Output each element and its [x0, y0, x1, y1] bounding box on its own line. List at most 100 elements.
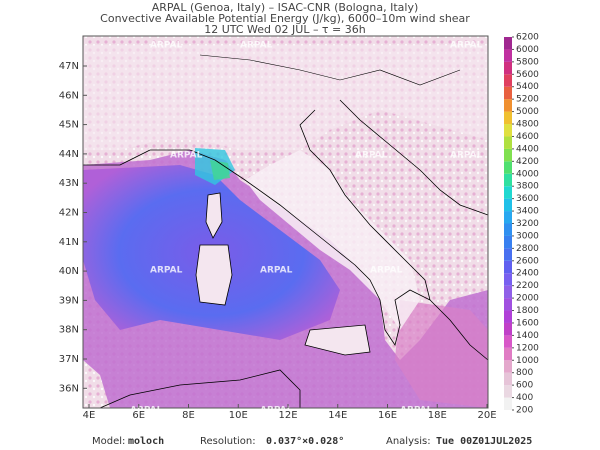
watermarks: ARPAL ARPAL ARPAL ARPAL ARPAL ARPAL ARPAL ARPAL… [130, 41, 483, 416]
watermark: ARPAL [240, 41, 273, 51]
footer-label: Model: [92, 436, 125, 447]
lon-label: 16E [378, 410, 397, 421]
colorbar-label: 3000 [516, 231, 539, 241]
lat-label: 43N [59, 178, 79, 189]
colorbar-cell [504, 148, 512, 162]
colorbar-cell [504, 186, 512, 199]
colorbar-cell [504, 298, 512, 311]
colorbar-label: 4400 [516, 144, 539, 154]
lat-label: 37N [59, 354, 79, 365]
colorbar-label: 6000 [516, 45, 539, 55]
lat-label: 47N [59, 61, 79, 72]
colorbar-cell [504, 235, 512, 249]
border [199, 54, 461, 86]
colorbar-cell [504, 285, 512, 299]
land-field [245, 150, 420, 330]
colorbar-label: 3200 [516, 219, 539, 229]
colorbar-cell [504, 372, 512, 386]
lon-label: 4E [83, 410, 96, 421]
colorbar-cell [504, 198, 512, 212]
colorbar-cell [504, 397, 512, 410]
colorbar-cell [504, 385, 512, 398]
colorbar: 200 400 600 800 1000 1200 1400 1600 1800 2000 2200… [504, 33, 539, 416]
watermark: ARPAL [260, 266, 293, 276]
watermark: ARPAL [130, 406, 163, 416]
colorbar-cell [504, 310, 512, 323]
colorbar-cell [504, 111, 512, 125]
watermark: ARPAL [355, 151, 388, 161]
colorbar-label: 1600 [516, 318, 539, 328]
lat-label: 42N [59, 208, 79, 219]
colorbar-cell [504, 136, 512, 149]
lon-label: 20E [477, 410, 496, 421]
colorbar-label: 1400 [516, 331, 539, 341]
colorbar-cell [504, 322, 512, 336]
colorbar-cell [504, 273, 512, 286]
colorbar-label: 2200 [516, 281, 539, 291]
colorbar-label: 5800 [516, 57, 539, 67]
footer-value: Tue 00Z01JUL2025 [436, 436, 532, 447]
colorbar-label: 2000 [516, 294, 539, 304]
colorbar-label: 2800 [516, 244, 539, 254]
watermark: ARPAL [260, 406, 293, 416]
colorbar-cell [504, 99, 512, 112]
colorbar-label: 4200 [516, 157, 539, 167]
watermark: ARPAL [370, 266, 403, 276]
lat-label: 38N [59, 325, 79, 336]
watermark: ARPAL [450, 151, 483, 161]
watermark: ARPAL [150, 41, 183, 51]
footer-value: 0.037°×0.028° [266, 436, 344, 447]
island [304, 324, 371, 356]
coastline [99, 369, 301, 409]
lat-label: 45N [59, 120, 79, 131]
lon-label: 8E [182, 410, 195, 421]
colorbar-label: 3600 [516, 194, 539, 204]
colorbar-cell [504, 360, 512, 373]
colorbar-cell [504, 211, 512, 224]
lat-label: 41N [59, 237, 79, 248]
colorbar-cell [504, 124, 512, 137]
header-line: Convective Available Potential Energy (J… [100, 12, 470, 25]
footer: Model: moloch Resolution: 0.037°×0.028° … [92, 436, 532, 447]
colorbar-cell [504, 49, 512, 62]
footer-label: Resolution: [200, 436, 256, 447]
lon-label: 12E [278, 410, 297, 421]
colorbar-label: 2600 [516, 256, 539, 266]
colorbar-label: 5200 [516, 95, 539, 105]
coastline [150, 109, 431, 346]
lat-label: 40N [59, 266, 79, 277]
colorbar-label: 4000 [516, 169, 539, 179]
colorbar-cell [504, 223, 512, 236]
island [205, 192, 223, 239]
watermark: ARPAL [170, 151, 203, 161]
axes: 47N 46N 45N 44N 43N 42N 41N 40N 39N 38N 37N 36N 4E 6E… [59, 61, 497, 421]
coastline [339, 99, 489, 216]
footer-value: moloch [128, 436, 164, 447]
colorbar-cell [504, 74, 512, 87]
colorbar-label: 5000 [516, 107, 539, 117]
watermark: ARPAL [400, 406, 433, 416]
colorbar-label: 2400 [516, 269, 539, 279]
map [82, 35, 489, 409]
island [195, 244, 233, 306]
colorbar-label: 3800 [516, 182, 539, 192]
colorbar-cell [504, 248, 512, 261]
colorbar-label: 400 [516, 393, 533, 403]
watermark: ARPAL [150, 266, 183, 276]
lon-label: 18E [428, 410, 447, 421]
colorbar-label: 800 [516, 368, 533, 378]
header-line: ARPAL (Genoa, Italy) – ISAC-CNR (Bologna… [152, 1, 419, 14]
coastline [83, 149, 151, 166]
watermark: ARPAL [450, 41, 483, 51]
colorbar-label: 5400 [516, 82, 539, 92]
colorbar-label: 1000 [516, 356, 539, 366]
colorbar-label: 200 [516, 406, 533, 416]
colorbar-label: 600 [516, 381, 533, 391]
colorbar-label: 4800 [516, 120, 539, 130]
colorbar-cell [504, 61, 512, 75]
colorbar-label: 1800 [516, 306, 539, 316]
colorbar-cell [504, 37, 512, 50]
colorbar-label: 5600 [516, 70, 539, 80]
sea-field [395, 300, 488, 408]
colorbar-label: 3400 [516, 207, 539, 217]
